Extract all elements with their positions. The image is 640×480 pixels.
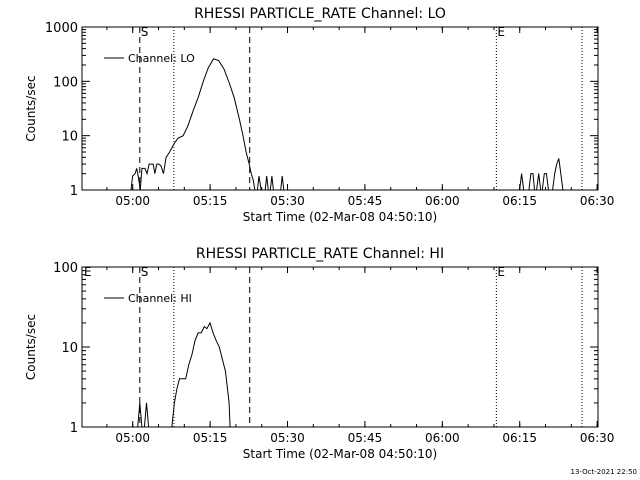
panel-1-xtick-label-6: 06:30 <box>580 194 615 208</box>
panel-1-xtick-label-4: 06:00 <box>425 194 460 208</box>
panel-1-series-line-0-3 <box>269 176 274 191</box>
panel-1-axes-frame <box>81 26 599 191</box>
panel-1-marker-label-3: E <box>497 25 505 39</box>
panel-1-series-line-0-2 <box>264 176 269 191</box>
panel-1-marker-label-0: S <box>141 25 149 39</box>
panel-2-xtick-label-5: 06:15 <box>502 431 537 445</box>
panel-2-marker-label-1: S <box>141 265 149 279</box>
panel-2-series-line-0-1 <box>143 402 150 428</box>
panel-2-xlabel: Start Time (02-Mar-08 04:50:10) <box>243 447 437 461</box>
panel-2-marker-label-4: E <box>497 265 505 279</box>
panel-1-series-line-0-1 <box>256 176 262 191</box>
panel-1-ytick-label-1: 10 <box>61 130 78 145</box>
panel-2-xtick-label-1: 05:15 <box>193 431 228 445</box>
panel-1-ytick-label-2: 100 <box>53 75 78 90</box>
panel-1-xtick-label-3: 05:45 <box>348 194 383 208</box>
panel-2-ytick-label-2: 100 <box>53 261 78 276</box>
panel-2-series-line-0-0 <box>137 402 144 428</box>
panel-2-xtick-label-6: 06:30 <box>580 431 615 445</box>
panel-1-xtick-label-2: 05:30 <box>270 194 305 208</box>
panel-1-title: RHESSI PARTICLE_RATE Channel: LO <box>194 6 446 22</box>
panel-2-xtick-label-2: 05:30 <box>270 431 305 445</box>
panel-1-series-line-0-4 <box>280 176 285 191</box>
panel-1-xtick-label-0: 05:00 <box>115 194 150 208</box>
panel-1-xlabel: Start Time (02-Mar-08 04:50:10) <box>243 210 437 224</box>
panel-1-xtick-label-1: 05:15 <box>193 194 228 208</box>
footer-timestamp: 13-Oct-2021 22:50 <box>571 468 637 476</box>
panel-2-ylabel: Counts/sec <box>24 314 38 380</box>
panel-1-xtick-label-5: 06:15 <box>502 194 537 208</box>
panel-2-ytick-label-0: 1 <box>70 421 78 436</box>
panel-2-xtick-label-3: 05:45 <box>348 431 383 445</box>
panel-1-series-line-0-8 <box>541 173 549 191</box>
panel-1-series-line-0-7 <box>536 173 542 191</box>
panel-2-ytick-label-1: 10 <box>61 341 78 356</box>
panel-2-series-line-0-2 <box>171 321 231 428</box>
panel-2-title: RHESSI PARTICLE_RATE Channel: HI <box>196 246 444 262</box>
panel-1-ytick-label-3: 1000 <box>45 21 78 36</box>
panel-1-ytick-label-0: 1 <box>70 184 78 199</box>
panel-1-series-line-0-6 <box>528 173 535 191</box>
panel-1-series-line-0-5 <box>519 173 525 191</box>
panel-1-ylabel: Counts/sec <box>24 75 38 141</box>
panel-2-marker-label-0: E <box>84 265 92 279</box>
panel-1-series-line-0-9 <box>552 158 564 191</box>
panel-2: RHESSI PARTICLE_RATE Channel: HI 05:00 05:… <box>24 246 614 461</box>
panel-1: RHESSI PARTICLE_RATE Channel: LO 05:00 05:… <box>24 6 614 224</box>
panel-1-legend-label: Channel: LO <box>128 52 195 65</box>
panel-2-legend-label: Channel: HI <box>128 292 192 305</box>
panel-2-xtick-label-4: 06:00 <box>425 431 460 445</box>
panel-1-series-line-0-0 <box>130 58 256 191</box>
panel-2-xtick-label-0: 05:00 <box>115 431 150 445</box>
